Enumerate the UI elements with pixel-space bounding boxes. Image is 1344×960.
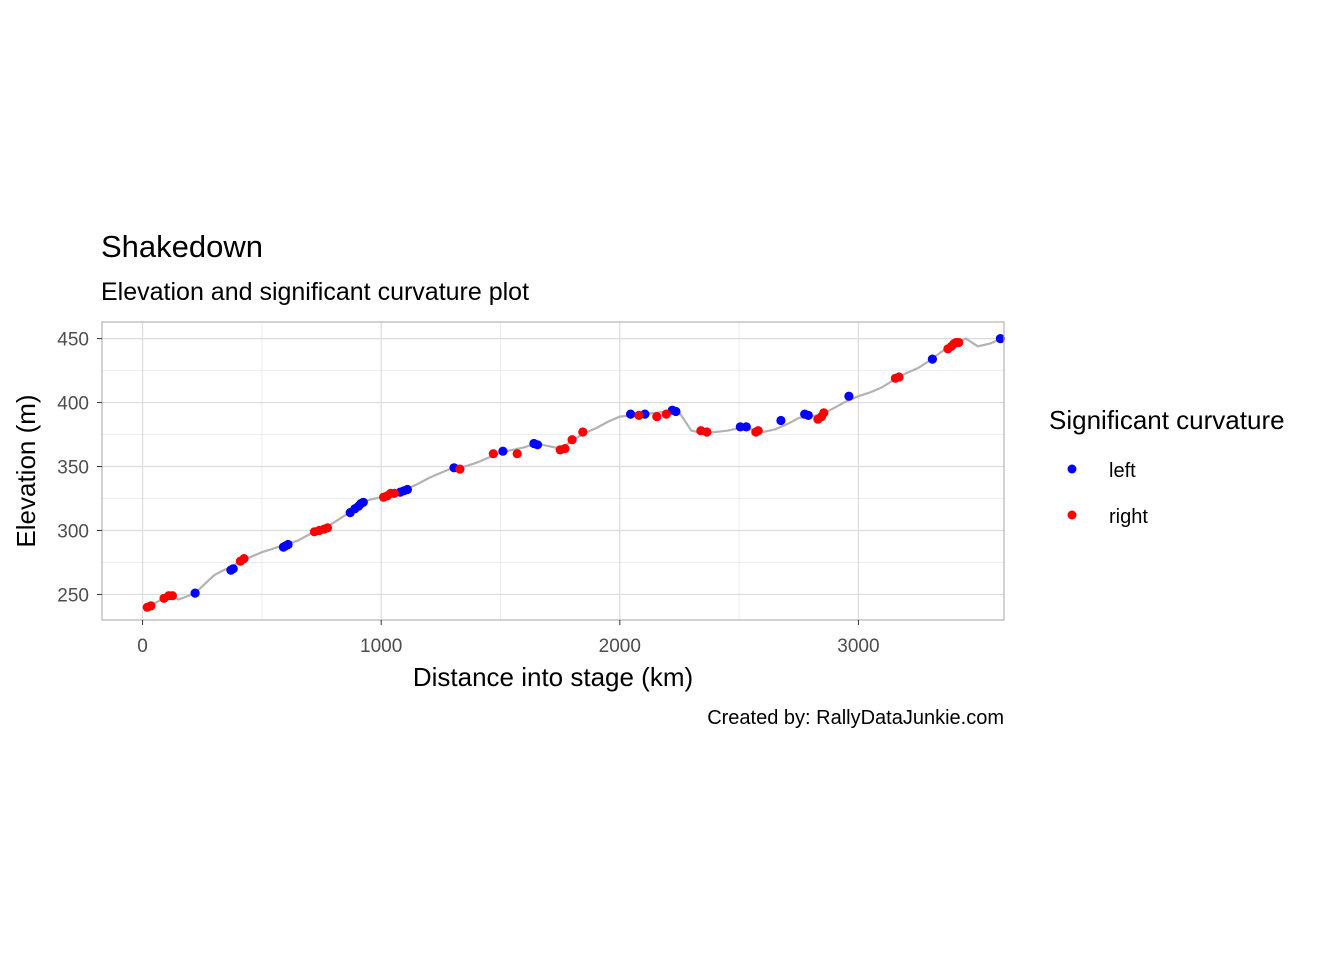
x-tick-label: 0 [137,636,148,657]
point-left [626,409,636,419]
point-left [671,406,681,417]
point-right [560,444,570,454]
x-axis-ticks: 0 1000 2000 3000 [137,620,880,657]
point-right [512,449,522,459]
legend-key-left [1067,464,1077,474]
point-left [228,564,238,574]
point-left [741,422,751,432]
y-axis-ticks: 250 300 350 400 450 [57,330,102,606]
point-right [661,409,671,419]
legend-title: Significant curvature [1049,405,1285,435]
point-left [190,588,200,598]
y-tick-label: 350 [57,458,89,479]
point-left [358,497,368,507]
point-right [819,408,829,418]
major-gridlines [102,322,1004,620]
point-left [844,391,854,401]
y-tick-label: 250 [57,585,89,606]
point-left [927,354,938,364]
chart-caption: Created by: RallyDataJunkie.com [707,707,1004,729]
point-right [167,591,177,601]
elevation-line [142,337,1003,609]
y-tick-label: 300 [57,521,89,542]
point-right [455,464,465,474]
chart-subtitle: Elevation and significant curvature plot [101,278,529,306]
plot-panel [101,321,1006,621]
legend: Significant curvature left right [1049,405,1285,528]
legend-label-left: left [1109,460,1136,482]
y-axis-title: Elevation (m) [11,394,41,547]
legend-label-right: right [1109,506,1148,528]
x-tick-label: 1000 [360,636,402,657]
chart-title: Shakedown [101,229,263,264]
point-right [702,427,712,437]
point-right [753,426,763,436]
point-left [532,440,543,450]
point-right [322,523,333,533]
y-tick-label: 400 [57,394,89,415]
point-right [954,337,964,348]
point-right [389,488,399,498]
point-left [776,415,786,426]
point-left [995,334,1006,344]
point-right [894,372,904,382]
minor-gridlines [102,322,1004,620]
point-right [239,554,249,564]
points-right-series [142,337,964,612]
x-tick-label: 3000 [837,636,879,657]
point-left [498,446,508,456]
x-axis-title: Distance into stage (km) [413,662,693,692]
point-right [567,435,577,445]
y-tick-label: 450 [57,330,89,351]
points-left-series [190,334,1006,598]
point-right [634,410,644,420]
point-right [578,427,588,437]
point-right [652,412,662,422]
panel-border [101,321,1005,621]
point-left [803,410,813,420]
legend-key-right [1067,510,1077,520]
point-right [488,449,498,459]
x-tick-label: 2000 [599,636,641,657]
point-left [283,539,293,550]
point-right [146,601,156,611]
point-left [402,484,412,495]
